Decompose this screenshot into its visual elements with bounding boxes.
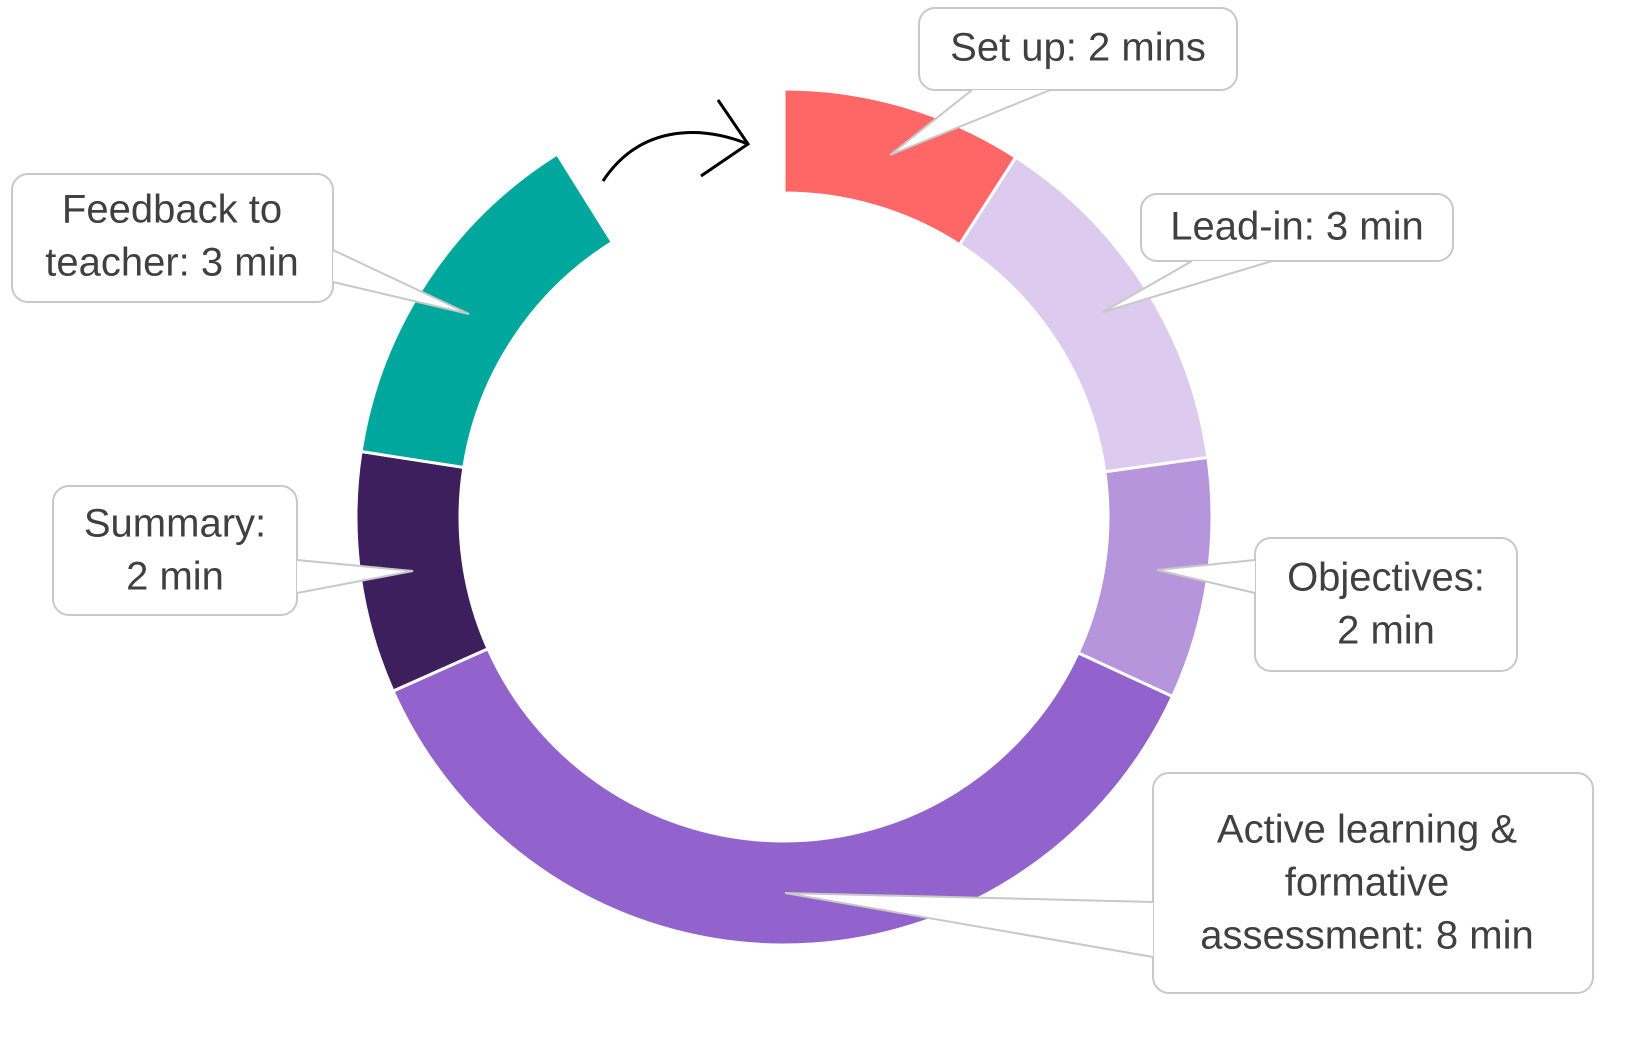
callout-label: 2 min: [1337, 609, 1435, 653]
callout-pointer-edge: [889, 89, 1051, 156]
callout-label: Active learning &: [1217, 808, 1517, 852]
callout-pointer-edge: [332, 249, 470, 315]
callout-box: [1254, 537, 1518, 672]
callout-label: Lead-in: 3 min: [1170, 205, 1423, 249]
callout-pointer-edge: [784, 892, 1154, 958]
callout-box: [52, 485, 298, 616]
callout-label: assessment: 8 min: [1200, 914, 1533, 958]
cycle-arrowhead: [700, 99, 751, 178]
donut-segment: [359, 151, 615, 470]
callout-pointer-edge: [1156, 559, 1256, 594]
callout-box: [1140, 193, 1454, 262]
callout-label: formative: [1285, 861, 1450, 905]
callout-label: 2 min: [126, 555, 224, 599]
callout-label: Summary:: [84, 502, 266, 546]
callout-pointer-edge: [1102, 260, 1273, 313]
callout-box: [1152, 772, 1594, 994]
callout-pointer-edge: [296, 559, 414, 594]
callout-label: Set up: 2 mins: [950, 26, 1206, 70]
callout-label: Feedback to: [62, 188, 282, 232]
cycle-arrow: [601, 131, 749, 182]
callout-box: [918, 7, 1238, 91]
callout-label: Objectives:: [1287, 556, 1485, 600]
callout-box: [11, 173, 334, 303]
callout-label: teacher: 3 min: [45, 241, 298, 285]
